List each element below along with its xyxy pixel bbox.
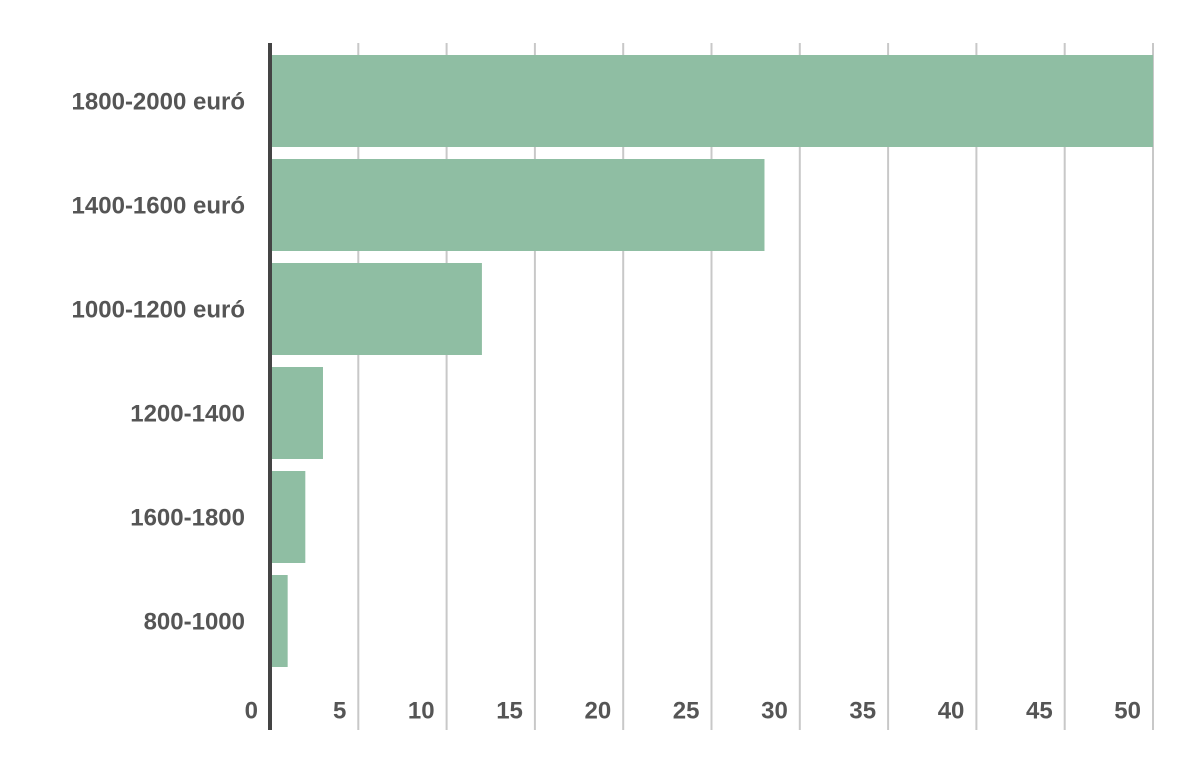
x-tick-label: 10 — [408, 697, 435, 724]
x-tick-label: 20 — [584, 697, 611, 724]
x-tick-label: 5 — [333, 697, 346, 724]
y-tick-label: 800-1000 — [144, 608, 245, 635]
y-tick-label: 1200-1400 — [130, 400, 245, 427]
y-tick-label: 1800-2000 euró — [72, 88, 245, 115]
y-tick-label: 1000-1200 euró — [72, 296, 245, 323]
bar — [270, 367, 323, 459]
x-tick-label: 25 — [673, 697, 700, 724]
x-tick-label: 15 — [496, 697, 523, 724]
bar — [270, 55, 1153, 147]
x-tick-label: 45 — [1026, 697, 1053, 724]
x-tick-label: 0 — [245, 697, 258, 724]
bar — [270, 263, 482, 355]
bar — [270, 575, 288, 667]
bar — [270, 159, 765, 251]
x-tick-label: 30 — [761, 697, 788, 724]
x-tick-label: 40 — [938, 697, 965, 724]
y-tick-label: 1600-1800 — [130, 504, 245, 531]
x-tick-label: 50 — [1114, 697, 1141, 724]
bar — [270, 471, 306, 563]
y-tick-label: 1400-1600 euró — [72, 192, 245, 219]
x-tick-label: 35 — [849, 697, 876, 724]
